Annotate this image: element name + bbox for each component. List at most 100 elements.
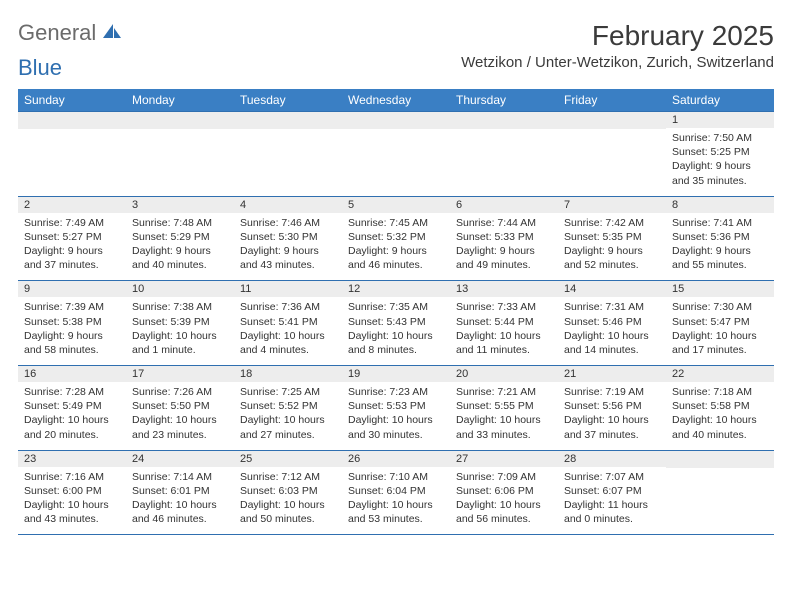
month-title: February 2025 (461, 20, 774, 52)
day-cell: 23Sunrise: 7:16 AMSunset: 6:00 PMDayligh… (18, 450, 126, 535)
sunset-text: Sunset: 5:46 PM (564, 315, 660, 329)
daylight-text: and 50 minutes. (240, 512, 336, 526)
daylight-text: and 49 minutes. (456, 258, 552, 272)
daylight-text: Daylight: 10 hours (24, 498, 120, 512)
title-block: February 2025 Wetzikon / Unter-Wetzikon,… (461, 20, 774, 71)
day-number: 3 (126, 197, 234, 213)
daylight-text: Daylight: 9 hours (132, 244, 228, 258)
day-cell (666, 450, 774, 535)
sunrise-text: Sunrise: 7:42 AM (564, 216, 660, 230)
sunset-text: Sunset: 5:32 PM (348, 230, 444, 244)
day-cell: 13Sunrise: 7:33 AMSunset: 5:44 PMDayligh… (450, 281, 558, 366)
day-body: Sunrise: 7:44 AMSunset: 5:33 PMDaylight:… (450, 213, 558, 281)
daylight-text: Daylight: 9 hours (456, 244, 552, 258)
daylight-text: and 33 minutes. (456, 428, 552, 442)
day-body: Sunrise: 7:30 AMSunset: 5:47 PMDaylight:… (666, 297, 774, 365)
daylight-text: and 37 minutes. (564, 428, 660, 442)
daylight-text: Daylight: 10 hours (132, 413, 228, 427)
sunset-text: Sunset: 5:41 PM (240, 315, 336, 329)
daylight-text: and 43 minutes. (240, 258, 336, 272)
sunrise-text: Sunrise: 7:39 AM (24, 300, 120, 314)
day-number: 6 (450, 197, 558, 213)
sunrise-text: Sunrise: 7:19 AM (564, 385, 660, 399)
sunset-text: Sunset: 5:56 PM (564, 399, 660, 413)
sunrise-text: Sunrise: 7:48 AM (132, 216, 228, 230)
sunset-text: Sunset: 5:30 PM (240, 230, 336, 244)
day-cell: 14Sunrise: 7:31 AMSunset: 5:46 PMDayligh… (558, 281, 666, 366)
day-header: Thursday (450, 89, 558, 112)
day-body: Sunrise: 7:12 AMSunset: 6:03 PMDaylight:… (234, 467, 342, 535)
sunset-text: Sunset: 5:36 PM (672, 230, 768, 244)
sunrise-text: Sunrise: 7:28 AM (24, 385, 120, 399)
sunrise-text: Sunrise: 7:16 AM (24, 470, 120, 484)
sunrise-text: Sunrise: 7:49 AM (24, 216, 120, 230)
daylight-text: and 43 minutes. (24, 512, 120, 526)
day-body: Sunrise: 7:33 AMSunset: 5:44 PMDaylight:… (450, 297, 558, 365)
daylight-text: Daylight: 9 hours (564, 244, 660, 258)
sunrise-text: Sunrise: 7:36 AM (240, 300, 336, 314)
sunset-text: Sunset: 5:44 PM (456, 315, 552, 329)
sunrise-text: Sunrise: 7:07 AM (564, 470, 660, 484)
day-body (126, 129, 234, 191)
sunset-text: Sunset: 5:47 PM (672, 315, 768, 329)
day-number: 21 (558, 366, 666, 382)
day-number: 24 (126, 451, 234, 467)
day-number (342, 112, 450, 129)
day-body: Sunrise: 7:23 AMSunset: 5:53 PMDaylight:… (342, 382, 450, 450)
daylight-text: Daylight: 10 hours (456, 329, 552, 343)
day-cell: 12Sunrise: 7:35 AMSunset: 5:43 PMDayligh… (342, 281, 450, 366)
day-body: Sunrise: 7:49 AMSunset: 5:27 PMDaylight:… (18, 213, 126, 281)
week-row: 23Sunrise: 7:16 AMSunset: 6:00 PMDayligh… (18, 450, 774, 535)
day-number: 2 (18, 197, 126, 213)
daylight-text: and 37 minutes. (24, 258, 120, 272)
day-number: 28 (558, 451, 666, 467)
sunrise-text: Sunrise: 7:18 AM (672, 385, 768, 399)
day-number: 15 (666, 281, 774, 297)
daylight-text: Daylight: 10 hours (348, 498, 444, 512)
daylight-text: Daylight: 10 hours (456, 413, 552, 427)
day-cell: 9Sunrise: 7:39 AMSunset: 5:38 PMDaylight… (18, 281, 126, 366)
daylight-text: and 55 minutes. (672, 258, 768, 272)
daylight-text: and 30 minutes. (348, 428, 444, 442)
day-number (666, 451, 774, 468)
daylight-text: and 40 minutes. (132, 258, 228, 272)
day-header: Sunday (18, 89, 126, 112)
daylight-text: and 1 minute. (132, 343, 228, 357)
week-row: 1Sunrise: 7:50 AMSunset: 5:25 PMDaylight… (18, 112, 774, 197)
day-body: Sunrise: 7:10 AMSunset: 6:04 PMDaylight:… (342, 467, 450, 535)
brand-part2: Blue (18, 55, 62, 81)
week-row: 9Sunrise: 7:39 AMSunset: 5:38 PMDaylight… (18, 281, 774, 366)
day-body (558, 129, 666, 191)
day-body: Sunrise: 7:36 AMSunset: 5:41 PMDaylight:… (234, 297, 342, 365)
day-body: Sunrise: 7:25 AMSunset: 5:52 PMDaylight:… (234, 382, 342, 450)
day-body: Sunrise: 7:09 AMSunset: 6:06 PMDaylight:… (450, 467, 558, 535)
daylight-text: Daylight: 10 hours (456, 498, 552, 512)
sunset-text: Sunset: 5:29 PM (132, 230, 228, 244)
day-body (666, 468, 774, 530)
day-number: 9 (18, 281, 126, 297)
sunset-text: Sunset: 5:43 PM (348, 315, 444, 329)
day-body: Sunrise: 7:50 AMSunset: 5:25 PMDaylight:… (666, 128, 774, 196)
day-cell: 25Sunrise: 7:12 AMSunset: 6:03 PMDayligh… (234, 450, 342, 535)
day-number: 27 (450, 451, 558, 467)
sunset-text: Sunset: 6:06 PM (456, 484, 552, 498)
daylight-text: Daylight: 9 hours (672, 159, 768, 173)
day-cell: 5Sunrise: 7:45 AMSunset: 5:32 PMDaylight… (342, 196, 450, 281)
day-header: Monday (126, 89, 234, 112)
day-body: Sunrise: 7:28 AMSunset: 5:49 PMDaylight:… (18, 382, 126, 450)
day-cell (18, 112, 126, 197)
daylight-text: and 52 minutes. (564, 258, 660, 272)
day-cell (342, 112, 450, 197)
day-header: Saturday (666, 89, 774, 112)
daylight-text: Daylight: 10 hours (132, 329, 228, 343)
day-cell: 2Sunrise: 7:49 AMSunset: 5:27 PMDaylight… (18, 196, 126, 281)
week-row: 16Sunrise: 7:28 AMSunset: 5:49 PMDayligh… (18, 366, 774, 451)
day-body: Sunrise: 7:45 AMSunset: 5:32 PMDaylight:… (342, 213, 450, 281)
day-cell (558, 112, 666, 197)
day-body (342, 129, 450, 191)
day-cell: 10Sunrise: 7:38 AMSunset: 5:39 PMDayligh… (126, 281, 234, 366)
day-cell: 11Sunrise: 7:36 AMSunset: 5:41 PMDayligh… (234, 281, 342, 366)
day-header-row: Sunday Monday Tuesday Wednesday Thursday… (18, 89, 774, 112)
daylight-text: and 11 minutes. (456, 343, 552, 357)
daylight-text: Daylight: 10 hours (240, 498, 336, 512)
